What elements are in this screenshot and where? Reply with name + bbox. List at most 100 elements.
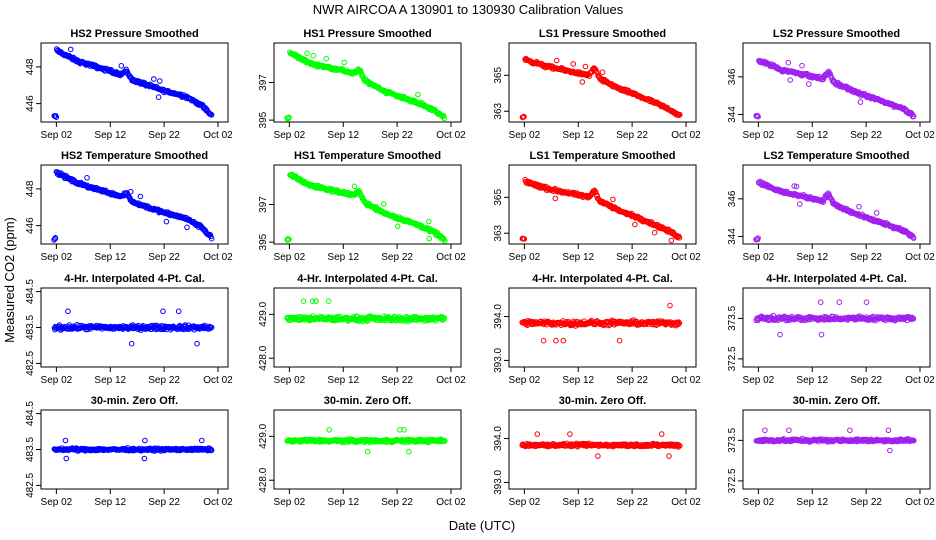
x-tick-label: Sep 02	[41, 252, 73, 263]
data-point-outlier	[787, 77, 794, 83]
data-point-outlier	[552, 195, 559, 202]
panel-r3c0: 30-min. Zero Off. Sep 02 Sep 12 Sep 22 Oct 0…	[25, 395, 233, 508]
x-axis-label: Date (UTC)	[449, 518, 515, 533]
y-tick-label: 373.5	[727, 305, 738, 330]
x-tick-label: Oct 02	[671, 375, 701, 386]
panel-title: HS1 Temperature Smoothed	[294, 150, 441, 162]
data-point-outlier	[394, 223, 401, 230]
x-tick-label: Sep 22	[381, 375, 413, 386]
x-tick-label: Sep 02	[509, 252, 541, 263]
data-point	[360, 73, 366, 79]
data-point-outlier	[666, 453, 672, 459]
plot-frame	[273, 409, 462, 490]
data-point-outlier	[142, 437, 148, 444]
data-point-outlier	[313, 298, 319, 305]
y-tick-label: 446	[25, 217, 36, 234]
plot-frame	[40, 164, 229, 245]
data-points	[51, 437, 215, 462]
panel-r2c2: 4-Hr. Interpolated 4-Pt. Cal. Sep 02 Sep 1…	[493, 273, 701, 386]
data-point-outlier	[84, 175, 90, 181]
data-point-outlier	[401, 427, 407, 433]
x-tick-label: Oct 02	[436, 252, 466, 263]
data-point	[208, 324, 215, 331]
data-point	[910, 113, 917, 120]
data-point-outlier	[137, 193, 144, 200]
x-tick-label: Sep 22	[850, 497, 882, 508]
data-point-outlier	[67, 46, 74, 53]
x-tick-label: Sep 22	[616, 497, 648, 508]
data-point-outlier	[817, 299, 824, 306]
x-tick-label: Sep 12	[327, 130, 359, 141]
x-tick-label: Sep 12	[796, 252, 828, 263]
data-point-outlier	[426, 218, 432, 225]
y-tick-label: 372.5	[727, 468, 738, 493]
data-point	[52, 235, 59, 241]
y-tick-label: 397	[258, 74, 269, 91]
data-point-outlier	[310, 52, 317, 59]
y-tick-label: 394.0	[493, 426, 504, 451]
y-tick-label: 395	[258, 111, 269, 128]
panel-title: LS1 Pressure Smoothed	[539, 28, 666, 40]
y-tick-label: 394.0	[493, 304, 504, 329]
y-tick-label: 484.5	[25, 401, 36, 426]
panel-title: LS2 Pressure Smoothed	[773, 28, 900, 40]
x-tick-label: Sep 02	[509, 375, 541, 386]
data-point	[910, 316, 917, 322]
y-tick-label: 344	[727, 228, 738, 245]
data-point	[676, 112, 682, 119]
y-tick-label: 346	[727, 68, 738, 85]
x-tick-label: Sep 02	[41, 497, 73, 508]
data-point-outlier	[364, 448, 371, 455]
x-tick-label: Sep 02	[743, 497, 775, 508]
data-point-outlier	[326, 427, 333, 433]
data-point-outlier	[62, 437, 69, 444]
y-tick-label: 428.0	[258, 345, 269, 370]
y-tick-label: 429.0	[258, 423, 269, 448]
data-point-outlier	[863, 299, 870, 306]
x-tick-label: Sep 02	[41, 130, 73, 141]
y-tick-label: 393.0	[493, 347, 504, 372]
x-tick-label: Sep 02	[41, 375, 73, 386]
data-points	[753, 57, 917, 120]
panel-title: LS1 Temperature Smoothed	[530, 150, 676, 162]
x-tick-label: Oct 02	[436, 375, 466, 386]
x-tick-label: Sep 22	[381, 130, 413, 141]
data-point-outlier	[873, 210, 880, 216]
x-tick-label: Sep 12	[327, 252, 359, 263]
y-tick-label: 346	[727, 190, 738, 207]
data-point-outlier	[199, 437, 205, 444]
y-tick-label: 446	[25, 95, 36, 112]
data-points	[753, 427, 917, 454]
data-points	[284, 171, 448, 244]
data-point-outlier	[560, 337, 567, 344]
panel-title: 30-min. Zero Off.	[793, 395, 880, 407]
x-tick-label: Sep 12	[327, 375, 359, 386]
panel-r0c0: HS2 Pressure Smoothed Sep 02 Sep 12 Sep 22 O…	[25, 28, 233, 141]
data-point-outlier	[785, 59, 792, 66]
panel-r1c1: HS1 Temperature Smoothed Sep 02 Sep 12 Sep …	[258, 150, 466, 263]
x-tick-label: Sep 12	[796, 497, 828, 508]
data-point	[286, 236, 292, 243]
x-tick-label: Sep 02	[274, 252, 306, 263]
data-point	[208, 112, 215, 118]
y-tick-label: 448	[25, 180, 36, 197]
y-tick-label: 363	[493, 224, 504, 241]
x-tick-label: Sep 22	[616, 130, 648, 141]
data-point	[207, 111, 214, 117]
data-point-outlier	[163, 218, 170, 225]
x-tick-label: Sep 22	[148, 130, 180, 141]
data-points	[284, 427, 448, 455]
data-point-outlier	[582, 63, 589, 70]
x-tick-label: Sep 22	[850, 252, 882, 263]
panel-title: 4-Hr. Interpolated 4-Pt. Cal.	[532, 273, 673, 285]
data-point-outlier	[762, 427, 768, 434]
data-point	[356, 188, 363, 194]
data-points	[519, 302, 683, 344]
y-tick-label: 484.5	[25, 279, 36, 304]
data-point	[676, 320, 683, 326]
panel-r3c3: 30-min. Zero Off. Sep 02 Sep 12 Sep 22 Oct 0…	[727, 395, 935, 508]
y-tick-label: 429.0	[258, 301, 269, 326]
x-tick-label: Sep 22	[381, 252, 413, 263]
data-point-outlier	[668, 237, 675, 244]
panel-r0c3: LS2 Pressure Smoothed Sep 02 Sep 12 Sep 22 O…	[727, 28, 935, 141]
